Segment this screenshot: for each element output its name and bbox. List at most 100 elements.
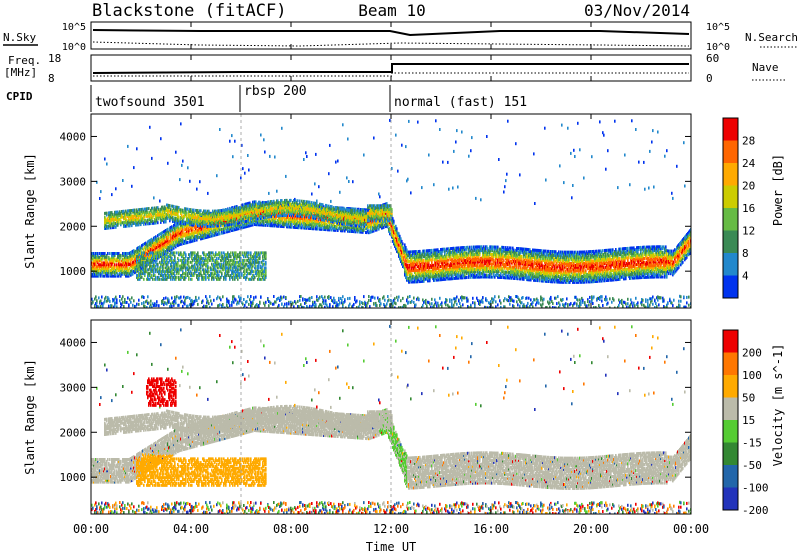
power-cell-4384 xyxy=(191,277,193,281)
power-cell-3640 xyxy=(176,295,178,299)
power-cell-5752 xyxy=(217,270,219,274)
power-cell-9510 xyxy=(299,295,301,299)
power-cell-4434 xyxy=(192,219,194,223)
power-cell-8280 xyxy=(265,201,267,205)
power-cell-2324 xyxy=(152,212,154,216)
power-cell-5532 xyxy=(213,277,215,281)
power-cell-2088 xyxy=(147,301,149,305)
power-cell-4062 xyxy=(185,235,187,239)
power-cell-8162 xyxy=(263,219,265,223)
power-cell-5292 xyxy=(208,274,210,277)
power-cell-5690 xyxy=(216,264,218,268)
power-cell-100 xyxy=(95,272,97,276)
power-cell-1910 xyxy=(144,246,146,249)
power-cell-6716 xyxy=(235,275,237,279)
power-cell-7758 xyxy=(255,202,257,206)
power-cell-2972 xyxy=(164,207,166,211)
power-cell-4724 xyxy=(198,232,200,236)
power-cell-5496 xyxy=(213,233,215,237)
power-cell-6426 xyxy=(230,264,232,268)
power-cell-3118 xyxy=(167,227,169,231)
power-cell-9148 xyxy=(289,214,291,217)
power-cell-838 xyxy=(118,253,120,257)
power-cell-3762 xyxy=(179,231,181,235)
power-cell-6886 xyxy=(238,272,240,276)
power-cell-5132 xyxy=(205,268,207,272)
power-cell-8526 xyxy=(272,220,274,224)
power-cell-3576 xyxy=(175,268,177,272)
power-cell-6652 xyxy=(234,275,236,279)
power-cell-8520 xyxy=(271,201,273,205)
power-cell-5462 xyxy=(212,217,214,221)
power-cell-6190 xyxy=(226,212,228,216)
power-cell-9514 xyxy=(300,224,302,228)
power-cell-7654 xyxy=(253,212,255,216)
power-cell-4514 xyxy=(194,239,196,242)
power-cell-762 xyxy=(116,259,118,263)
power-cell-5900 xyxy=(220,270,222,274)
power-cell-3012 xyxy=(165,218,167,222)
power-cell-4488 xyxy=(193,218,195,222)
power-cell-874 xyxy=(119,217,121,221)
power-cell-6610 xyxy=(233,257,235,260)
power-cell-3354 xyxy=(171,260,173,264)
power-cell-3476 xyxy=(174,244,176,248)
power-cell-4492 xyxy=(193,214,195,218)
power-cell-8554 xyxy=(273,224,275,228)
power-cell-5670 xyxy=(216,224,218,228)
power-cell-8218 xyxy=(264,208,266,212)
power-cell-400 xyxy=(106,269,108,272)
power-cell-8448 xyxy=(269,300,271,304)
power-cell-104 xyxy=(95,269,97,272)
power-cell-6872 xyxy=(238,217,240,221)
power-cell-6790 xyxy=(237,227,239,231)
power-cell-5652 xyxy=(216,227,218,231)
power-cell-4438 xyxy=(192,214,194,218)
power-cell-1238 xyxy=(130,269,132,273)
power-cell-5356 xyxy=(210,234,212,238)
power-cell-5948 xyxy=(221,262,223,266)
power-cell-2644 xyxy=(158,213,160,217)
power-cell-4518 xyxy=(194,235,196,239)
power-cell-3734 xyxy=(178,275,180,279)
power-cell-1650 xyxy=(139,219,141,223)
power-cell-6822 xyxy=(237,277,239,281)
power-cell-4184 xyxy=(187,268,189,272)
power-cell-3812 xyxy=(180,210,182,214)
power-cell-156 xyxy=(97,274,99,278)
power-cell-5912 xyxy=(221,231,223,235)
power-cell-4692 xyxy=(197,212,199,216)
power-cell-9494 xyxy=(299,212,301,216)
power-cell-3124 xyxy=(167,211,169,215)
power-cell-9204 xyxy=(291,221,293,225)
power-cell-566 xyxy=(110,306,112,308)
power-cell-2204 xyxy=(150,240,152,244)
power-cell-192 xyxy=(98,263,100,267)
power-cell-5228 xyxy=(207,209,209,213)
power-cell-7728 xyxy=(254,251,256,255)
power-cell-4000 xyxy=(183,295,185,299)
power-cell-5854 xyxy=(219,251,221,255)
power-cell-6614 xyxy=(233,253,235,257)
power-cell-5904 xyxy=(220,264,222,268)
power-cell-6550 xyxy=(232,295,234,299)
power-cell-5354 xyxy=(209,295,211,299)
power-cell-256 xyxy=(101,267,103,271)
power-cell-8164 xyxy=(263,214,265,218)
power-cell-8876 xyxy=(281,199,283,203)
power-cell-144 xyxy=(96,255,98,259)
power-cell-3652 xyxy=(177,234,179,238)
power-cell-6768 xyxy=(236,210,238,214)
power-cell-4134 xyxy=(186,217,188,220)
power-cell-6130 xyxy=(225,216,227,220)
power-cell-9512 xyxy=(300,226,302,230)
power-cell-2436 xyxy=(154,210,156,214)
power-cell-7150 xyxy=(243,266,245,270)
power-cell-4290 xyxy=(189,303,191,307)
power-cell-3916 xyxy=(182,225,184,229)
power-cell-1500 xyxy=(136,258,138,262)
power-cell-1136 xyxy=(127,259,129,263)
power-cell-4068 xyxy=(185,228,187,232)
power-cell-7950 xyxy=(258,306,260,308)
power-cell-4646 xyxy=(196,262,198,266)
